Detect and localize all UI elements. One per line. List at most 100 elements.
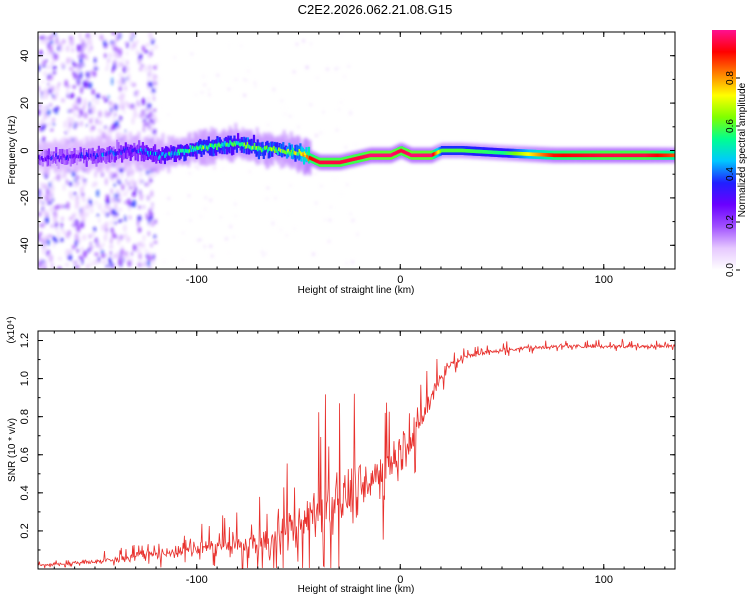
spectrogram-noise-blob (65, 79, 68, 87)
spectrogram-ridge-core (39, 156, 41, 161)
spectrogram-ridge-core (321, 160, 324, 165)
spectrogram-noise-blob (105, 221, 108, 230)
spectrogram-ridge-core (98, 151, 100, 156)
spectrogram-noise-blob (138, 177, 143, 185)
spectrogram-speckle (182, 259, 184, 261)
spectrogram-ridge-core (557, 153, 559, 158)
spectrogram-noise-blob (79, 186, 84, 195)
colorbar-label: Normalized spectral amplitude (737, 82, 748, 217)
spectrogram-ridge-core (649, 153, 652, 158)
spectrogram-ridge-core (673, 153, 675, 158)
spectrogram-ridge-core (418, 153, 421, 158)
spectrogram-ridge-core (333, 160, 335, 165)
spectrogram-noise-blob (59, 45, 64, 52)
spectrogram-noise-blob (92, 96, 95, 103)
spectrogram-noise-blob (83, 206, 85, 211)
spectrogram-noise-blob (62, 39, 66, 44)
spectrogram-ridge-band (205, 139, 208, 150)
spectrogram-speckle (314, 172, 317, 175)
spectrogram-noise-blob (96, 189, 100, 198)
spectrogram-noise-blob (92, 182, 95, 188)
spectrogram-noise-blob (76, 99, 79, 103)
spectrogram-ridge-core (136, 149, 139, 154)
spectrogram-ridge-core (167, 153, 169, 158)
spectrogram-noise-blob (52, 71, 56, 75)
spectrogram-noise-blob (78, 255, 83, 260)
spectrogram-ridge-core (302, 153, 305, 157)
spectrogram-ridge-core (448, 148, 450, 153)
spectrogram-ridge-core (335, 160, 337, 165)
spectrogram-noise-blob (128, 103, 131, 108)
spectrogram-ridge-core (47, 155, 49, 159)
spectrogram-noise-blob (143, 122, 147, 127)
spectrogram-ridge-core (239, 143, 242, 147)
spectrogram-ridge-core (74, 155, 77, 160)
spectrogram-noise-blob (39, 56, 44, 59)
spectrogram-noise-blob (62, 183, 66, 191)
spectrogram-noise-blob (118, 86, 123, 92)
spectrogram-noise-blob (114, 221, 117, 225)
spectrogram-ridge-core (622, 153, 624, 158)
colorbar-tick-label: 0.8 (725, 71, 736, 85)
spectrogram-noise-blob (85, 71, 90, 79)
spectrogram-ridge-core (79, 154, 82, 158)
spectrogram-speckle (312, 252, 315, 256)
spectrogram-ridge-core (181, 148, 184, 153)
spectrogram-ridge-core (361, 155, 364, 159)
spectrogram-ridge-core (643, 153, 646, 158)
spectrogram-ridge-core (343, 159, 345, 164)
spectrogram-ridge-core (525, 152, 527, 156)
spectrogram-ridge-band (292, 148, 295, 160)
spectrogram-noise-blob (109, 220, 113, 226)
spectrogram-speckle (353, 166, 356, 169)
spectrogram-ridge-core (119, 149, 121, 154)
spectrogram-ridge-core (485, 150, 488, 154)
spectrogram-ridge-band (235, 139, 238, 153)
spectrogram-noise-blob (43, 70, 47, 77)
spectrogram-noise-blob (94, 252, 99, 256)
spectrogram-ridge-core (96, 153, 98, 157)
spectrogram-ridge-core (529, 152, 532, 156)
spectrogram-ridge-core (621, 153, 623, 158)
spectrogram-speckle (229, 225, 232, 228)
spectrogram-ridge-band (195, 142, 198, 160)
spectrogram-speckle (292, 70, 296, 74)
spectrogram-ridge-core (579, 153, 581, 158)
spectrogram-noise-blob (74, 177, 78, 180)
spectrogram-noise-blob (56, 106, 60, 111)
spectrogram-noise-blob (118, 61, 121, 68)
spectrogram-noise-blob (113, 254, 118, 258)
spectrogram-ridge-core (487, 150, 490, 154)
spectrogram-ridge-core (516, 151, 518, 156)
spectrogram-ridge-core (576, 153, 578, 158)
spectrogram-ridge-core (283, 149, 285, 154)
spectrogram-noise-blob (94, 171, 97, 178)
spectrogram-noise-blob (40, 119, 44, 127)
spectrogram-noise-blob (78, 32, 82, 40)
spectrogram-ridge-core (155, 151, 157, 156)
spectrogram-ridge-core (231, 142, 233, 146)
spectrogram-speckle (190, 52, 194, 56)
spectrogram-noise-blob (95, 118, 98, 125)
spectrogram-ridge-core (154, 152, 156, 156)
spectrogram-ridge-core (68, 154, 71, 158)
spectrogram-ridge-core (226, 142, 228, 147)
spectrogram-ridge-core (137, 149, 140, 153)
spectrogram-ridge-core (392, 152, 394, 157)
spectrogram-ridge-core (87, 153, 90, 158)
spectrogram-noise-blob (111, 77, 114, 86)
spectrogram-ridge-core (201, 145, 204, 149)
spectrogram-noise-blob (136, 49, 139, 56)
spectrogram-noise-blob (101, 209, 106, 214)
spectrogram-ridge-core (398, 149, 400, 154)
spectrogram-ridge-core (479, 149, 482, 154)
spectrogram-ridge-core (338, 160, 340, 165)
spectrogram-speckle (349, 112, 352, 115)
spectrogram-ridge-core (303, 151, 306, 156)
spectrogram-ridge-core (278, 147, 280, 151)
spectrogram-ridge-core (135, 149, 138, 154)
spectrogram-noise-blob (59, 204, 64, 209)
spectrogram-noise-blob (72, 244, 75, 250)
spectrogram-ridge-core (128, 151, 131, 155)
spectrogram-ridge-core (425, 153, 428, 158)
